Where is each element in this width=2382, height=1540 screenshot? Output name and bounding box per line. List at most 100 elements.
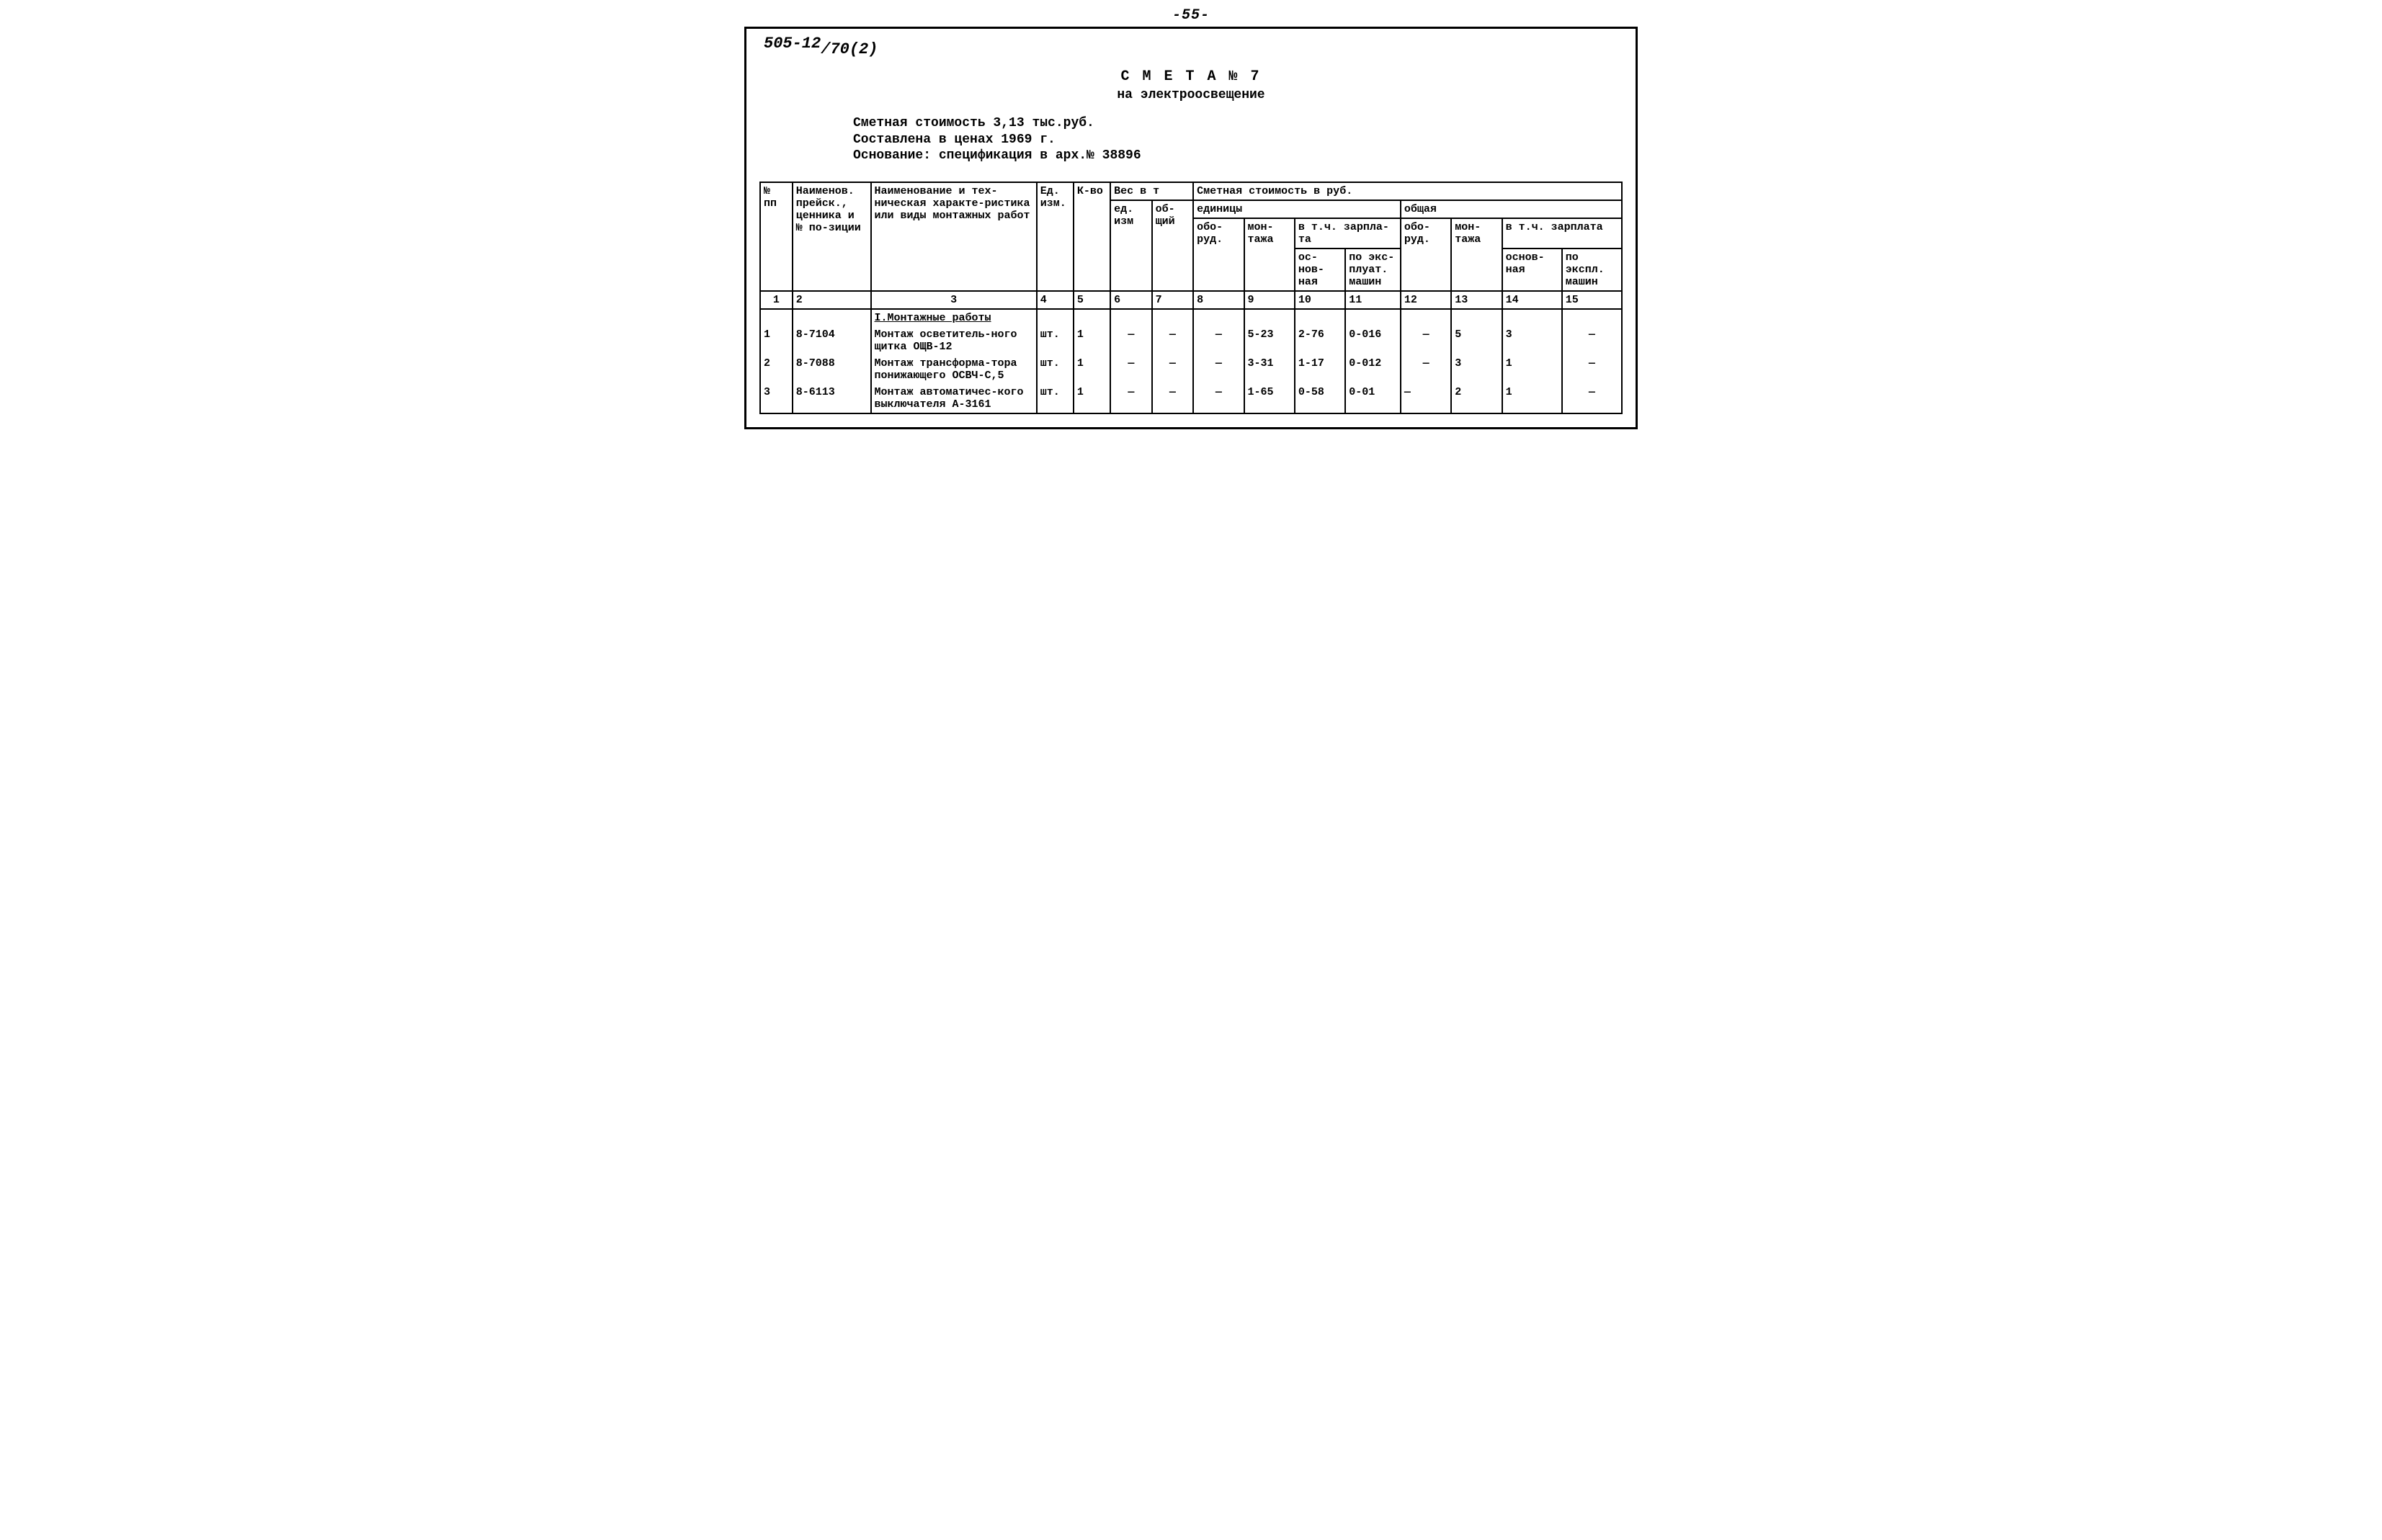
- cell-tsalmach: —: [1562, 326, 1622, 355]
- meta-line-1: Сметная стоимость 3,13 тыс.руб.: [853, 115, 1623, 132]
- colnum-6: 6: [1110, 291, 1152, 309]
- col-header-3: Наименование и тех-ническая характе-рист…: [871, 182, 1037, 291]
- section-c13: [1451, 309, 1502, 326]
- document-subtitle: на электроосвещение: [759, 88, 1623, 102]
- meta-block: Сметная стоимость 3,13 тыс.руб. Составле…: [853, 115, 1623, 164]
- meta-line-2: Составлена в ценах 1969 г.: [853, 132, 1623, 148]
- colnum-10: 10: [1295, 291, 1345, 309]
- header-row-1: № пп Наименов. прейск., ценника и № по-з…: [760, 182, 1622, 200]
- section-c11: [1345, 309, 1401, 326]
- section-c1: [760, 309, 793, 326]
- page-number: -55-: [744, 7, 1638, 24]
- colnum-9: 9: [1244, 291, 1295, 309]
- section-c6: [1110, 309, 1152, 326]
- cell-usalmach: 0-012: [1345, 355, 1401, 384]
- doc-code-right: /70(2): [821, 40, 878, 58]
- section-row: I.Монтажные работы: [760, 309, 1622, 326]
- section-c2: [793, 309, 871, 326]
- section-c14: [1502, 309, 1562, 326]
- cell-desc: Монтаж трансформа-тора понижающего ОСВЧ-…: [871, 355, 1037, 384]
- cell-tmont: 3: [1451, 355, 1502, 384]
- col-header-15: по экспл. машин: [1562, 249, 1622, 291]
- section-c5: [1074, 309, 1110, 326]
- colnum-13: 13: [1451, 291, 1502, 309]
- cell-tsalmain: 3: [1502, 326, 1562, 355]
- table-row: 1 8-7104 Монтаж осветитель-ного щитка ОЩ…: [760, 326, 1622, 355]
- col-header-salary-unit: в т.ч. зарпла-та: [1295, 218, 1401, 249]
- col-header-total-group: общая: [1401, 200, 1622, 218]
- cell-umont: 5-23: [1244, 326, 1295, 355]
- section-title: I.Монтажные работы: [875, 312, 991, 324]
- colnum-3: 3: [871, 291, 1037, 309]
- colnum-5: 5: [1074, 291, 1110, 309]
- cell-qty: 1: [1074, 326, 1110, 355]
- cell-desc: Монтаж автоматичес-кого выключателя А-31…: [871, 384, 1037, 413]
- colnum-14: 14: [1502, 291, 1562, 309]
- section-c7: [1152, 309, 1194, 326]
- cell-tsalmach: —: [1562, 384, 1622, 413]
- cell-desc: Монтаж осветитель-ного щитка ОЩВ-12: [871, 326, 1037, 355]
- cell-wtot: —: [1152, 384, 1194, 413]
- cell-uequip: —: [1193, 384, 1244, 413]
- col-header-unit-group: единицы: [1193, 200, 1401, 218]
- meta-line-3: Основание: спецификация в арх.№ 38896: [853, 148, 1623, 164]
- cell-unit: шт.: [1037, 355, 1074, 384]
- col-header-6: ед. изм: [1110, 200, 1152, 291]
- col-header-10: ос-нов-ная: [1295, 249, 1345, 291]
- table-row: 3 8-6113 Монтаж автоматичес-кого выключа…: [760, 384, 1622, 413]
- col-header-4: Ед. изм.: [1037, 182, 1074, 291]
- section-c10: [1295, 309, 1345, 326]
- document-title: С М Е Т А № 7: [759, 68, 1623, 85]
- section-c15: [1562, 309, 1622, 326]
- cell-tequip: —: [1401, 355, 1451, 384]
- colnum-1: 1: [760, 291, 793, 309]
- cell-n: 2: [760, 355, 793, 384]
- cell-tsalmain: 1: [1502, 355, 1562, 384]
- cell-n: 1: [760, 326, 793, 355]
- page: -55- 505-12/70(2) С М Е Т А № 7 на элект…: [730, 0, 1652, 451]
- cell-tmont: 5: [1451, 326, 1502, 355]
- section-c12: [1401, 309, 1451, 326]
- colnum-12: 12: [1401, 291, 1451, 309]
- cell-usalmach: 0-01: [1345, 384, 1401, 413]
- cell-tequip: —: [1401, 326, 1451, 355]
- col-header-8: обо-руд.: [1193, 218, 1244, 291]
- column-number-row: 1 2 3 4 5 6 7 8 9 10 11 12 13 14 15: [760, 291, 1622, 309]
- colnum-2: 2: [793, 291, 871, 309]
- colnum-4: 4: [1037, 291, 1074, 309]
- section-c8: [1193, 309, 1244, 326]
- cell-code: 8-7088: [793, 355, 871, 384]
- cell-wunit: —: [1110, 326, 1152, 355]
- cell-usalmain: 0-58: [1295, 384, 1345, 413]
- col-header-9: мон-тажа: [1244, 218, 1295, 291]
- col-header-7: об-щий: [1152, 200, 1194, 291]
- cell-umont: 3-31: [1244, 355, 1295, 384]
- section-title-cell: I.Монтажные работы: [871, 309, 1037, 326]
- doc-code-left: 505-12: [764, 35, 821, 53]
- document-code: 505-12/70(2): [764, 35, 1623, 58]
- colnum-11: 11: [1345, 291, 1401, 309]
- cell-usalmain: 1-17: [1295, 355, 1345, 384]
- document-frame: 505-12/70(2) С М Е Т А № 7 на электроосв…: [744, 27, 1638, 429]
- cell-qty: 1: [1074, 355, 1110, 384]
- cell-usalmach: 0-016: [1345, 326, 1401, 355]
- col-header-1: № пп: [760, 182, 793, 291]
- cell-wtot: —: [1152, 355, 1194, 384]
- cell-umont: 1-65: [1244, 384, 1295, 413]
- colnum-15: 15: [1562, 291, 1622, 309]
- cell-qty: 1: [1074, 384, 1110, 413]
- colnum-8: 8: [1193, 291, 1244, 309]
- col-header-12: обо-руд.: [1401, 218, 1451, 291]
- col-header-11: по экс-плуат. машин: [1345, 249, 1401, 291]
- cell-wtot: —: [1152, 326, 1194, 355]
- cell-code: 8-7104: [793, 326, 871, 355]
- cell-usalmain: 2-76: [1295, 326, 1345, 355]
- col-header-2: Наименов. прейск., ценника и № по-зиции: [793, 182, 871, 291]
- col-header-cost: Сметная стоимость в руб.: [1193, 182, 1622, 200]
- cell-wunit: —: [1110, 355, 1152, 384]
- section-c9: [1244, 309, 1295, 326]
- estimate-table: № пп Наименов. прейск., ценника и № по-з…: [759, 182, 1623, 414]
- cell-wunit: —: [1110, 384, 1152, 413]
- cell-tsalmain: 1: [1502, 384, 1562, 413]
- cell-unit: шт.: [1037, 326, 1074, 355]
